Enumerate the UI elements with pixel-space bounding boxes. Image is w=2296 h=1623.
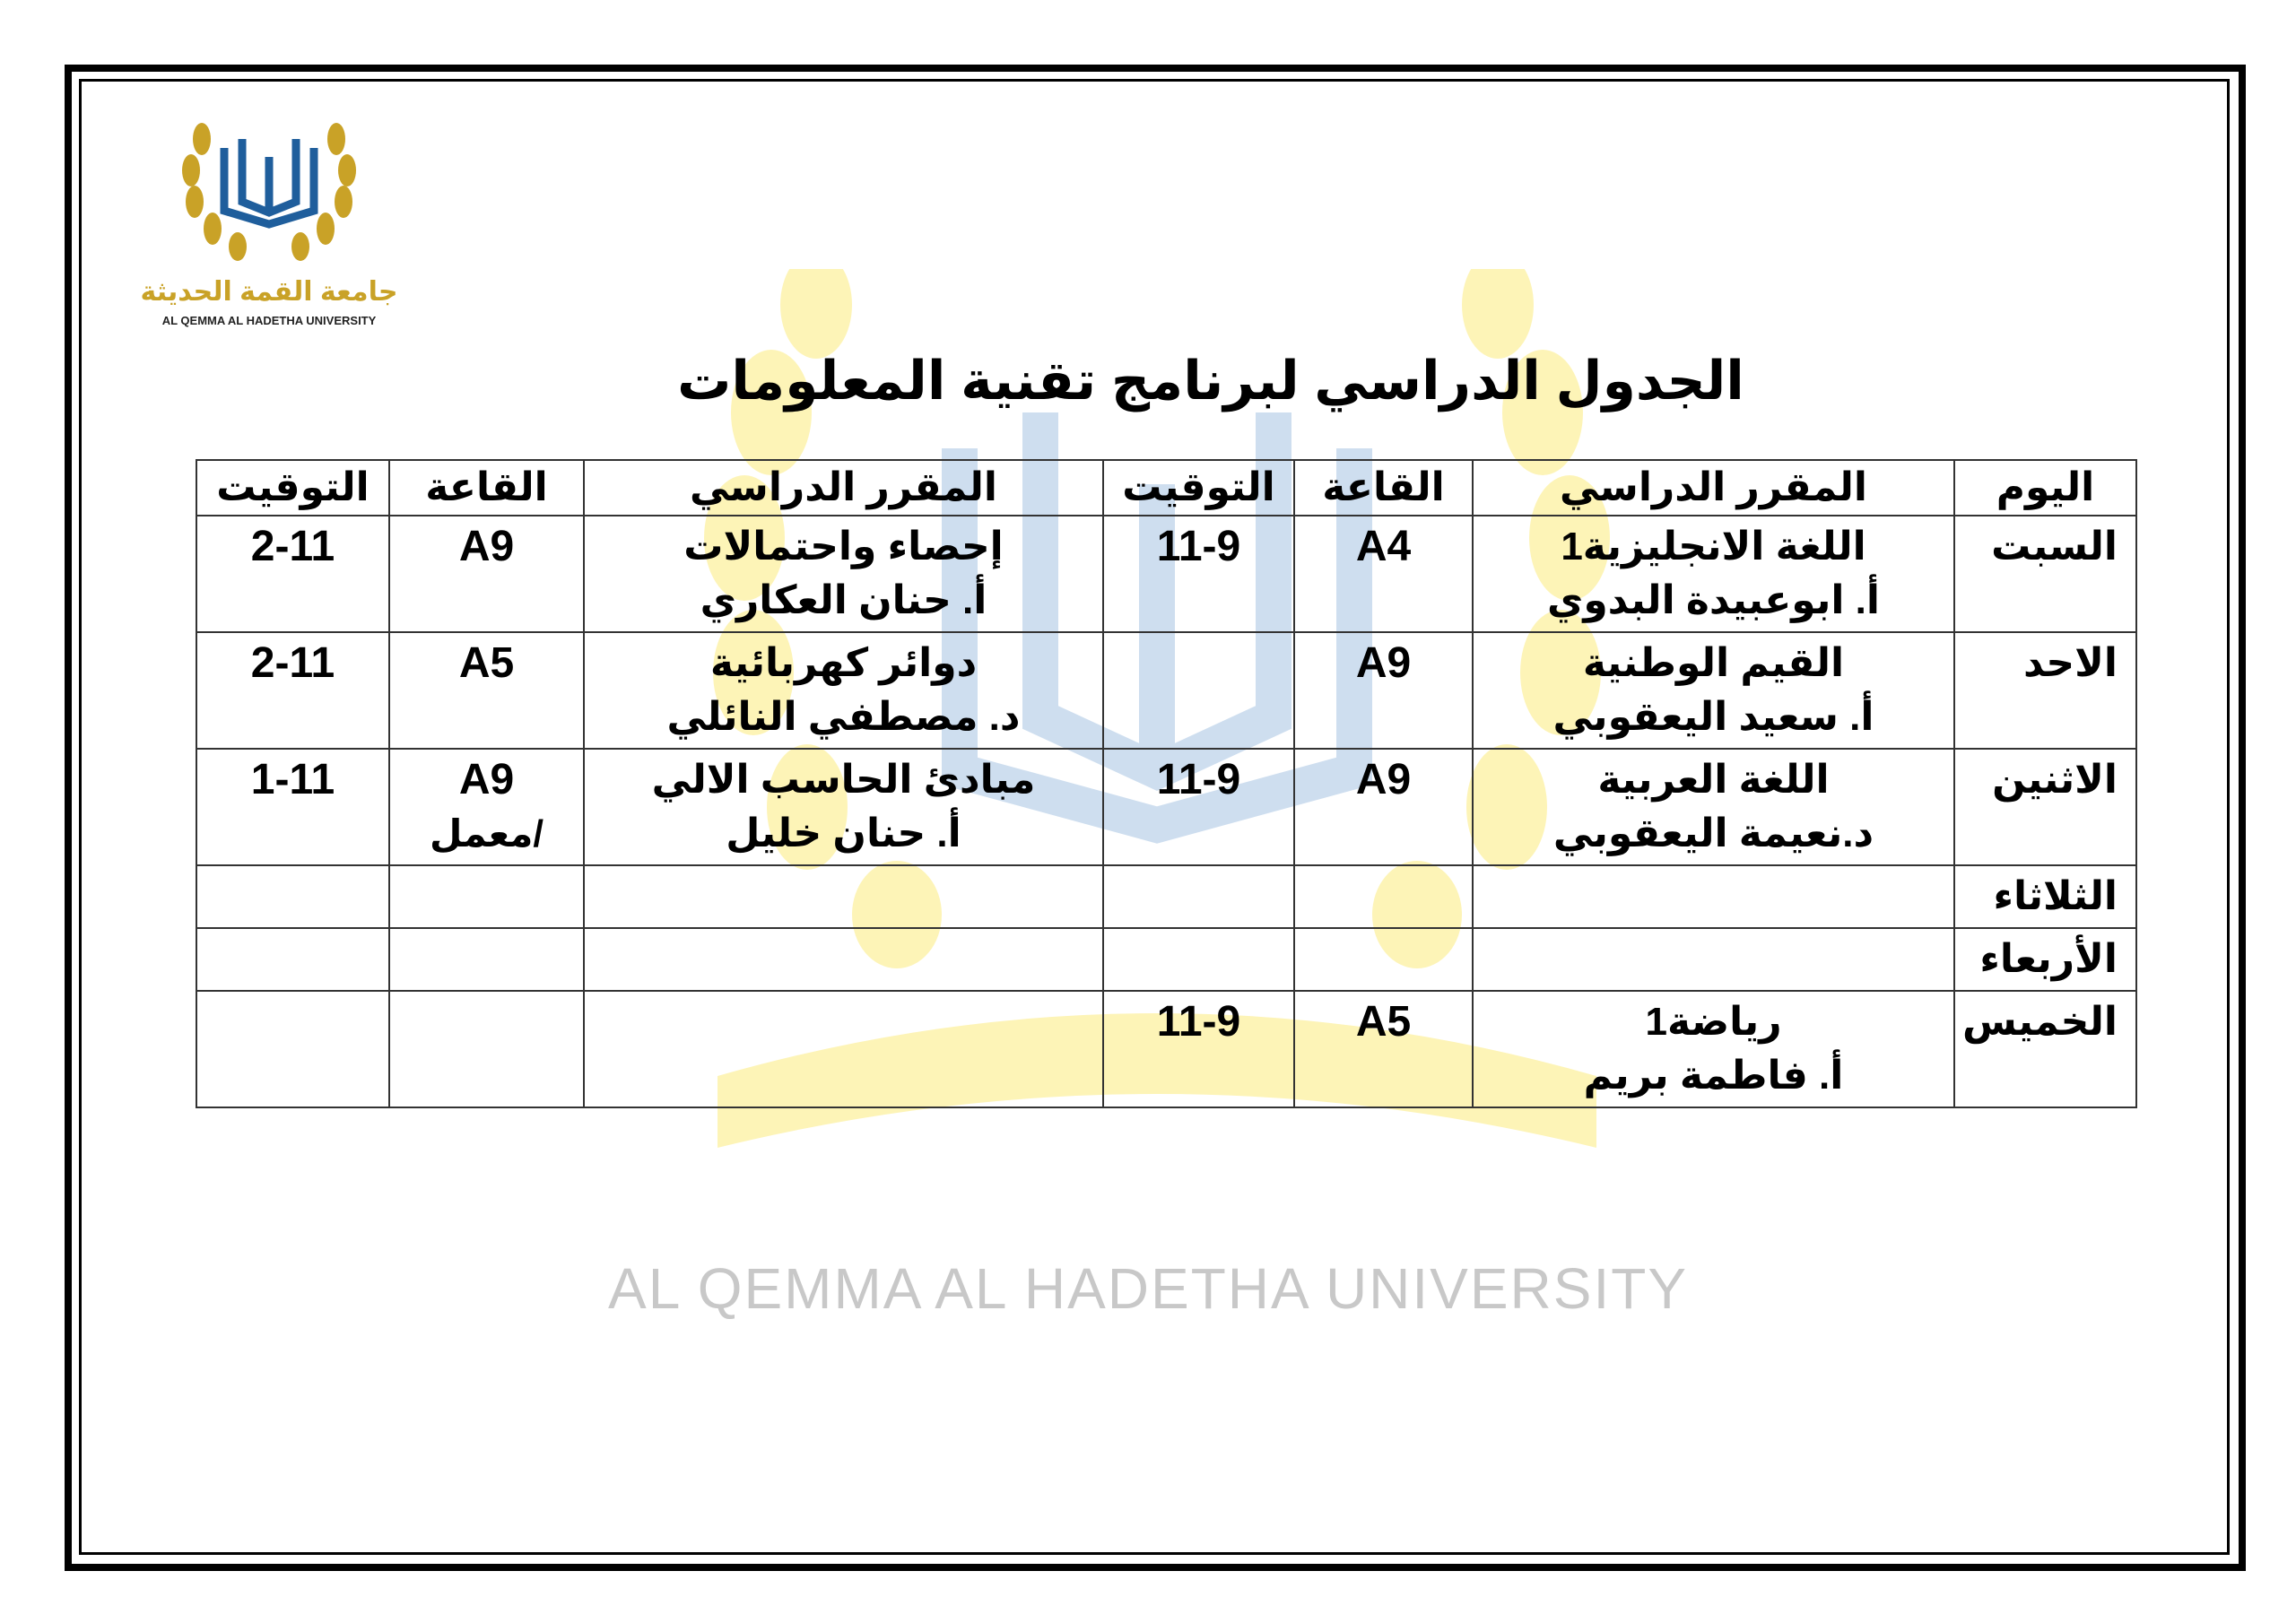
- course-cell: اللغة الانجليزية1 أ. ابوعبيدة البدوي: [1472, 515, 1955, 633]
- day-cell: الاحد: [1953, 631, 2137, 750]
- table-header-row: اليوم المقرر الدراسي القاعة التوقيت المق…: [196, 459, 2137, 516]
- time-range: 1-11: [250, 756, 335, 803]
- header-day: اليوم: [1953, 459, 2137, 516]
- day-label: الاحد: [2023, 641, 2118, 685]
- course-name: مبادئ الحاسب الالي: [651, 758, 1036, 802]
- page-border-inner: [79, 79, 2230, 1555]
- time-cell: 11-9: [1102, 990, 1295, 1108]
- page-title: الجدول الدراسي لبرنامج تقنية المعلومات: [677, 351, 1744, 411]
- day-cell: الأربعاء: [1953, 927, 2137, 992]
- course-name: دوائر كهربائية: [709, 641, 978, 685]
- room-cell: A5: [1293, 990, 1474, 1108]
- course-name: القيم الوطنية: [1582, 641, 1845, 685]
- room-cell: [1293, 927, 1474, 992]
- room-code: A9: [1355, 639, 1412, 687]
- room-note: /معمل: [429, 812, 544, 855]
- teacher-name: د. مصطفي النائلي: [666, 695, 1021, 739]
- time-range: 2-11: [250, 523, 335, 570]
- day-cell: الخميس: [1953, 990, 2137, 1108]
- header-room: القاعة: [1293, 459, 1474, 516]
- table-row: الاثنين اللغة العربية د.نعيمة اليعقوبي A9 11…: [196, 748, 2137, 866]
- time-cell: [1102, 864, 1295, 929]
- room-cell: A4: [1293, 515, 1474, 633]
- course-name: اللغة العربية: [1597, 758, 1830, 802]
- table-row: السبت اللغة الانجليزية1 أ. ابوعبيدة البدوي…: [196, 515, 2137, 633]
- course-cell: [1472, 864, 1955, 929]
- time-range: 11-9: [1156, 523, 1241, 570]
- laurel-book-icon: [182, 123, 356, 261]
- page-border-outer: [65, 65, 2246, 1571]
- day-label: الخميس: [1962, 1000, 2118, 1044]
- course-cell: [1472, 927, 1955, 992]
- time-cell: [1102, 631, 1295, 750]
- room-cell: A9/معمل: [388, 748, 585, 866]
- room-code: A5: [458, 639, 515, 687]
- day-label: الأربعاء: [1979, 937, 2118, 981]
- room-cell: [388, 927, 585, 992]
- time-cell: 2-11: [196, 515, 390, 633]
- day-label: الاثنين: [1992, 758, 2118, 802]
- course-cell: [583, 864, 1104, 929]
- teacher-name: أ. حنان العكاري: [700, 578, 987, 622]
- room-cell: [388, 990, 585, 1108]
- room-code: A9: [1355, 756, 1412, 803]
- course-cell: مبادئ الحاسب الالي أ. حنان خليل: [583, 748, 1104, 866]
- day-cell: السبت: [1953, 515, 2137, 633]
- university-logo: جامعة القمة الحديثة AL QEMMA AL HADETHA …: [117, 103, 422, 329]
- course-cell: دوائر كهربائية د. مصطفي النائلي: [583, 631, 1104, 750]
- teacher-name: د.نعيمة اليعقوبي: [1552, 812, 1874, 855]
- room-cell: A9: [1293, 631, 1474, 750]
- time-range: 11-9: [1156, 998, 1241, 1046]
- course-cell: [583, 927, 1104, 992]
- time-cell: [1102, 927, 1295, 992]
- table-row: الثلاثاء: [196, 864, 2137, 929]
- room-cell: A5: [388, 631, 585, 750]
- course-name: إحصاء واحتمالات: [683, 525, 1004, 568]
- time-cell: 11-9: [1102, 515, 1295, 633]
- watermark-text: AL QEMMA AL HADETHA UNIVERSITY: [608, 1256, 1688, 1321]
- course-name: اللغة الانجليزية1: [1561, 525, 1866, 568]
- time-cell: [196, 864, 390, 929]
- room-cell: [1293, 864, 1474, 929]
- room-cell: A9: [388, 515, 585, 633]
- course-cell: رياضة1 أ. فاطمة بريم: [1472, 990, 1955, 1108]
- day-label: الثلاثاء: [1993, 874, 2118, 918]
- time-cell: 1-11: [196, 748, 390, 866]
- course-cell: اللغة العربية د.نعيمة اليعقوبي: [1472, 748, 1955, 866]
- time-cell: [196, 990, 390, 1108]
- header-time: التوقيت: [1102, 459, 1295, 516]
- course-cell: القيم الوطنية أ. سعيد اليعقوبي: [1472, 631, 1955, 750]
- day-cell: الاثنين: [1953, 748, 2137, 866]
- teacher-name: أ. حنان خليل: [726, 812, 961, 855]
- course-cell: [583, 990, 1104, 1108]
- table-row: الخميس رياضة1 أ. فاطمة بريم A5 11-9: [196, 990, 2137, 1108]
- room-cell: A9: [1293, 748, 1474, 866]
- room-cell: [388, 864, 585, 929]
- header-room: القاعة: [388, 459, 585, 516]
- header-time: التوقيت: [196, 459, 390, 516]
- time-cell: 11-9: [1102, 748, 1295, 866]
- table-row: الاحد القيم الوطنية أ. سعيد اليعقوبي A9 دوائ…: [196, 631, 2137, 750]
- table-row: الأربعاء: [196, 927, 2137, 992]
- day-cell: الثلاثاء: [1953, 864, 2137, 929]
- time-range: 11-9: [1156, 756, 1241, 803]
- room-code: A9: [458, 756, 515, 803]
- logo-arabic-text: جامعة القمة الحديثة: [140, 277, 398, 307]
- room-code: A4: [1355, 523, 1412, 570]
- room-code: A9: [458, 523, 515, 570]
- time-range: 2-11: [250, 639, 335, 687]
- logo-english-text: AL QEMMA AL HADETHA UNIVERSITY: [161, 314, 377, 327]
- teacher-name: أ. ابوعبيدة البدوي: [1547, 578, 1880, 622]
- day-label: السبت: [1991, 525, 2118, 568]
- header-course: المقرر الدراسي: [583, 459, 1104, 516]
- time-cell: [196, 927, 390, 992]
- course-cell: إحصاء واحتمالات أ. حنان العكاري: [583, 515, 1104, 633]
- schedule-table: اليوم المقرر الدراسي القاعة التوقيت المق…: [196, 459, 2137, 1108]
- header-course: المقرر الدراسي: [1472, 459, 1955, 516]
- time-cell: 2-11: [196, 631, 390, 750]
- room-code: A5: [1355, 998, 1412, 1046]
- teacher-name: أ. سعيد اليعقوبي: [1552, 695, 1874, 739]
- teacher-name: أ. فاطمة بريم: [1583, 1054, 1844, 1098]
- course-name: رياضة1: [1645, 1000, 1782, 1044]
